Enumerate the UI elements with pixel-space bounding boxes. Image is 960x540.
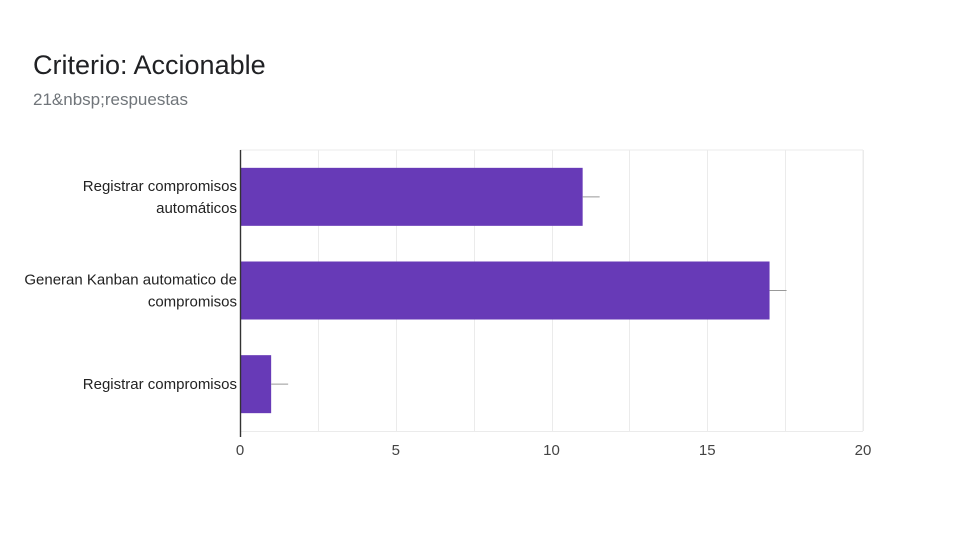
x-tick-label: 0 (236, 442, 244, 459)
category-label: Generan Kanban automatico de compromisos (24, 272, 237, 311)
bar (240, 167, 583, 226)
category-label-line: compromisos (148, 294, 237, 311)
x-tick-label: 20 (855, 442, 872, 459)
category-label-line: Generan Kanban automatico de (24, 272, 237, 289)
x-tick-label: 15 (699, 442, 716, 459)
x-tick-label: 10 (543, 442, 560, 459)
chart-title: Criterio: Accionable (33, 50, 266, 80)
bar (240, 355, 272, 414)
response-count: 21&nbsp;respuestas (33, 90, 188, 109)
category-label-line: Registrar compromisos (83, 376, 237, 393)
category-label-line: automáticos (156, 200, 237, 217)
category-label: Registrar compromisos automáticos (83, 178, 237, 217)
bar (240, 261, 770, 320)
category-label: Registrar compromisos (83, 376, 237, 393)
category-label-line: Registrar compromisos (83, 178, 237, 195)
x-tick-label: 5 (392, 442, 400, 459)
